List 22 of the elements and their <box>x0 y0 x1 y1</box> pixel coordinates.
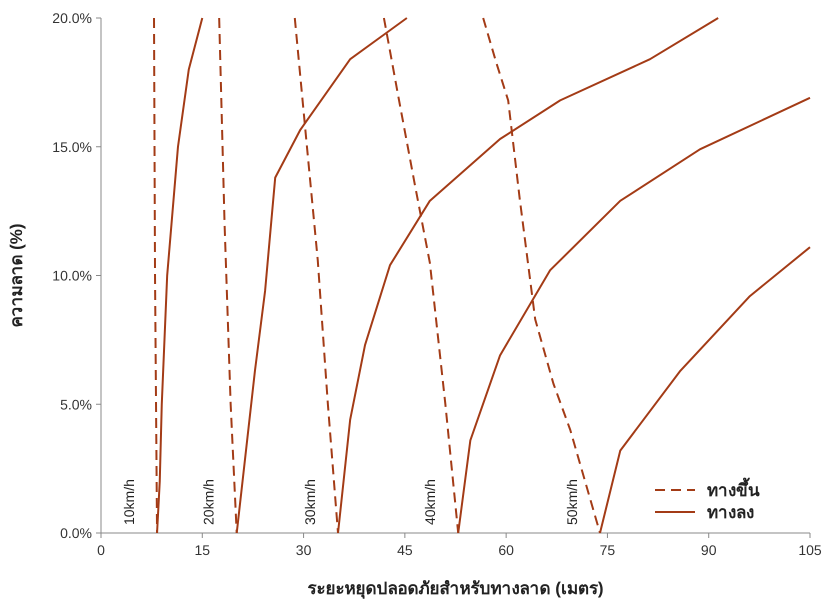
y-tick-label: 10.0% <box>52 268 92 284</box>
x-tick-label: 90 <box>700 542 717 558</box>
y-tick-label: 0.0% <box>60 525 92 541</box>
x-tick-label: 75 <box>600 542 616 558</box>
annotation: 30km/h <box>302 479 318 525</box>
x-tick-label: 60 <box>498 542 514 558</box>
legend-label: ทางลง <box>707 503 754 522</box>
y-tick-label: 20.0% <box>52 10 92 26</box>
x-tick-label: 0 <box>97 542 106 558</box>
y-tick-label: 15.0% <box>52 138 92 155</box>
x-tick-label: 105 <box>798 542 822 558</box>
annotation: 10km/h <box>121 479 138 525</box>
x-axis-title: ระยะหยุดปลอดภัยสำหรับทางลาด (เมตร) <box>307 579 604 599</box>
annotation: 20km/h <box>200 479 217 525</box>
annotation: 40km/h <box>422 479 438 525</box>
annotation: 50km/h <box>564 479 580 525</box>
x-tick-label: 30 <box>296 542 312 558</box>
x-tick-label: 45 <box>397 542 413 558</box>
y-tick-label: 5.0% <box>60 396 92 412</box>
legend-label: ทางขึ้น <box>707 477 760 500</box>
y-axis-title: ความลาด (%) <box>7 223 26 328</box>
x-tick-label: 15 <box>194 542 210 558</box>
